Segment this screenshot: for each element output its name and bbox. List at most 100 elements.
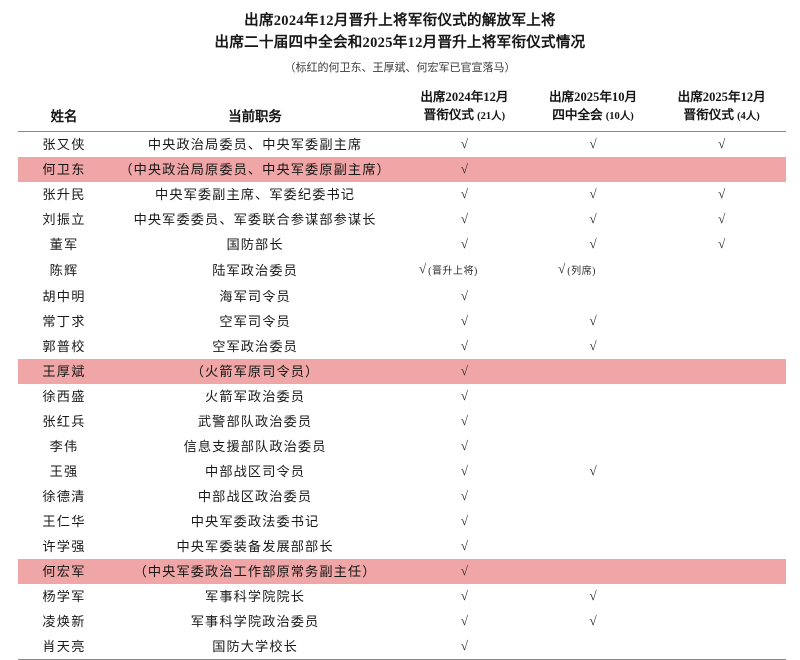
cell-name: 陈辉 <box>49 263 79 278</box>
checkmark-icon: √ <box>460 488 468 503</box>
checkmark-icon: √ <box>460 538 468 553</box>
checkmark-icon: √ <box>460 236 468 251</box>
cell-check-ceremony-2025-12 <box>657 409 786 434</box>
checkmark-icon: √ <box>460 288 468 303</box>
cell-check-ceremony-2025-12: √ <box>657 132 786 158</box>
cell-check-ceremony-2024-12: √ <box>400 384 529 409</box>
checkmark-icon: √ <box>589 613 597 628</box>
column-header-count: (21人) <box>477 111 506 122</box>
checkmark-icon: √ <box>419 261 427 276</box>
cell-check-ceremony-2025-12 <box>657 359 786 384</box>
check-wrapper: √ (列席) <box>558 257 596 284</box>
cell-check-plenum-2025-10 <box>528 359 658 384</box>
checkmark-icon: √ <box>718 136 726 151</box>
column-header-line2: 四中全会 (10人) <box>529 106 658 126</box>
column-header-plenum-2025-10: 出席2025年10月 四中全会 (10人) <box>528 88 658 132</box>
check-wrapper: √ <box>461 559 468 584</box>
table-row: 张升民 中央军委副主席、军委纪委书记 √ √ √ <box>18 182 786 207</box>
check-wrapper: √ <box>461 434 468 459</box>
cell-name: 刘振立 <box>42 212 86 227</box>
checkmark-icon: √ <box>718 236 726 251</box>
cell-check-plenum-2025-10 <box>528 634 658 660</box>
cell-post: 空军司令员 <box>219 314 291 329</box>
check-wrapper: √ <box>589 584 596 609</box>
cell-name: 王厚斌 <box>18 359 111 384</box>
checkmark-icon: √ <box>589 136 597 151</box>
cell-post: 中部战区司令员 <box>205 464 306 479</box>
table-head: 姓名 当前职务 出席2024年12月 晋衔仪式 (21人) 出席2025年10月… <box>18 88 786 132</box>
check-wrapper: √ <box>461 509 468 534</box>
title-line-2: 出席二十届四中全会和2025年12月晋升上将军衔仪式情况 <box>214 35 586 51</box>
column-header-count: (10人) <box>605 111 634 122</box>
cell-check-ceremony-2025-12 <box>657 157 786 182</box>
checkmark-icon: √ <box>589 211 597 226</box>
cell-check-plenum-2025-10 <box>529 384 658 409</box>
cell-check-ceremony-2025-12 <box>657 284 786 309</box>
cell-check-ceremony-2025-12 <box>657 484 786 509</box>
cell-name: 何卫东 <box>18 157 111 182</box>
check-wrapper: √ <box>461 309 468 334</box>
cell-check-ceremony-2024-12: √ <box>400 634 529 660</box>
cell-check-ceremony-2025-12 <box>657 309 786 334</box>
column-header-ceremony-2024-12: 出席2024年12月 晋衔仪式 (21人) <box>400 88 529 132</box>
column-header-post: 当前职务 <box>110 88 401 132</box>
cell-check-ceremony-2024-12: √ <box>400 334 529 359</box>
cell-check-plenum-2025-10: √ <box>529 309 658 334</box>
cell-name: 董军 <box>49 237 79 252</box>
cell-check-ceremony-2024-12: √ <box>400 459 529 484</box>
table-row: 徐德清 中部战区政治委员 √ <box>18 484 786 509</box>
cell-check-ceremony-2024-12: √ <box>400 309 529 334</box>
check-wrapper: √ <box>589 207 596 232</box>
cell-name: 徐德清 <box>42 489 86 504</box>
check-note: (列席) <box>567 266 596 277</box>
table-row: 徐西盛 火箭军政治委员 √ <box>18 384 786 409</box>
cell-post: 军事科学院政治委员 <box>190 614 320 629</box>
column-header-line1: 出席2025年12月 <box>677 90 766 104</box>
check-wrapper: √ <box>461 634 468 659</box>
generals-attendance-table: 姓名 当前职务 出席2024年12月 晋衔仪式 (21人) 出席2025年10月… <box>18 88 786 660</box>
checkmark-icon: √ <box>718 211 726 226</box>
cell-name: 张升民 <box>42 187 86 202</box>
cell-check-ceremony-2024-12: √ <box>400 232 529 257</box>
cell-post: 国防部长 <box>226 237 284 252</box>
cell-check-plenum-2025-10 <box>528 559 658 584</box>
cell-name: 何宏军 <box>18 559 111 584</box>
checkmark-icon: √ <box>460 463 468 478</box>
check-wrapper: √ <box>589 334 596 359</box>
checkmark-icon: √ <box>460 363 468 378</box>
check-wrapper: √ <box>461 359 468 384</box>
cell-check-ceremony-2024-12: √ <box>400 182 529 207</box>
cell-check-ceremony-2025-12 <box>657 334 786 359</box>
cell-post: 军事科学院院长 <box>205 589 306 604</box>
cell-name: 凌焕新 <box>42 614 86 629</box>
table-row: 何卫东 （中央政治局原委员、中央军委原副主席） √ <box>18 157 786 182</box>
check-wrapper: √ <box>589 309 596 334</box>
cell-name: 王强 <box>49 464 79 479</box>
cell-check-ceremony-2024-12: √ <box>400 132 529 158</box>
table-row: 何宏军 （中央军委政治工作部原常务副主任） √ <box>18 559 786 584</box>
check-wrapper: √ <box>461 157 468 182</box>
check-wrapper: √ <box>461 132 468 157</box>
column-header-line2-text: 晋衔仪式 <box>423 108 475 122</box>
document-header: 出席2024年12月晋升上将军衔仪式的解放军上将 出席二十届四中全会和2025年… <box>0 0 800 78</box>
cell-check-plenum-2025-10: √ <box>529 609 658 634</box>
checkmark-icon: √ <box>460 588 468 603</box>
cell-check-ceremony-2025-12 <box>657 534 786 559</box>
cell-post: 中央军委政法委书记 <box>190 514 320 529</box>
cell-name: 王仁华 <box>42 514 86 529</box>
cell-check-ceremony-2024-12: √ <box>400 434 529 459</box>
cell-check-ceremony-2024-12: √ <box>400 609 529 634</box>
checkmark-icon: √ <box>718 186 726 201</box>
cell-check-ceremony-2025-12 <box>657 257 786 284</box>
column-header-ceremony-2025-12: 出席2025年12月 晋衔仪式 (4人) <box>657 88 786 132</box>
cell-check-plenum-2025-10 <box>529 434 658 459</box>
cell-check-ceremony-2024-12: √ <box>400 207 529 232</box>
column-header-line1: 出席2024年12月 <box>420 90 509 104</box>
cell-check-plenum-2025-10: √ <box>529 584 658 609</box>
cell-check-plenum-2025-10 <box>529 534 658 559</box>
table-row: 张又侠 中央政治局委员、中央军委副主席 √ √ √ <box>18 132 786 158</box>
check-wrapper: √ <box>589 232 596 257</box>
check-wrapper: √ <box>461 334 468 359</box>
checkmark-icon: √ <box>589 313 597 328</box>
checkmark-icon: √ <box>460 438 468 453</box>
